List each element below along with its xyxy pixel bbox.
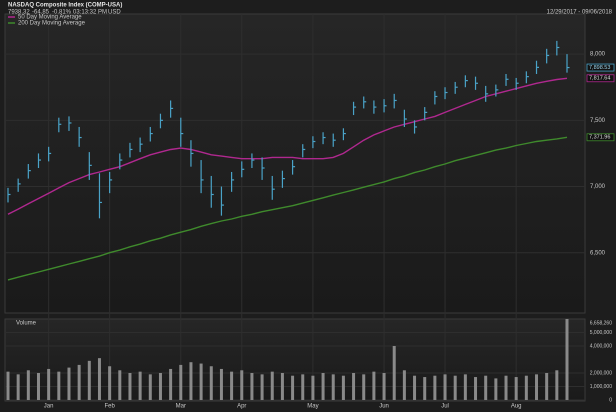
y-tick-label: 5,000,000 <box>590 330 612 336</box>
legend-label: 200 Day Moving Average <box>18 21 86 27</box>
x-tick-label: May <box>307 404 318 410</box>
volume-bar <box>169 368 173 400</box>
volume-bar <box>565 319 569 400</box>
moving-average-line <box>7 136 568 281</box>
volume-bar <box>97 358 101 400</box>
volume-bar <box>87 360 91 400</box>
volume-bars <box>6 319 569 400</box>
value-tag-label: 7,371.96 <box>589 135 610 141</box>
volume-bar <box>77 364 81 400</box>
volume-bar <box>291 375 295 400</box>
volume-bar <box>413 375 417 400</box>
x-tick-label: Mar <box>176 404 186 410</box>
volume-bar <box>138 371 142 400</box>
volume-bar <box>484 375 488 400</box>
volume-bar <box>250 373 254 400</box>
quote-currency: USD <box>108 10 121 16</box>
volume-bar <box>301 374 305 400</box>
volume-bar <box>128 373 132 400</box>
volume-bar <box>494 378 498 400</box>
volume-bar <box>148 374 152 400</box>
y-tick-label: 7,000 <box>590 184 606 190</box>
y-tick-label: 8,000 <box>590 52 606 58</box>
moving-average-line <box>7 77 568 215</box>
volume-bar <box>555 370 559 400</box>
volume-bar <box>463 374 467 400</box>
volume-bar <box>331 374 335 400</box>
x-tick-label: Jun <box>379 404 389 410</box>
volume-bar <box>443 374 447 400</box>
x-tick-label: Jan <box>44 404 54 410</box>
volume-bar <box>179 364 183 400</box>
volume-bar <box>453 375 457 400</box>
y-tick-label: 6,500 <box>590 250 606 256</box>
y-tick-label: 4,000,000 <box>590 343 612 349</box>
quote-change-pct: -0.81% <box>52 10 72 16</box>
volume-bar <box>280 373 284 400</box>
volume-bar <box>423 377 427 400</box>
value-tag-label: 7,898.53 <box>589 65 610 71</box>
quote-change: -64.85 <box>32 10 50 16</box>
quote-last: 7938.32 <box>8 10 30 16</box>
volume-bar <box>352 373 356 400</box>
volume-bar <box>372 371 376 400</box>
volume-bar <box>504 375 508 400</box>
volume-panel <box>4 318 586 402</box>
volume-bar <box>57 371 61 400</box>
volume-bar <box>514 377 518 400</box>
volume-bar <box>270 371 274 400</box>
value-tag-label: 7,817.64 <box>589 76 610 82</box>
value-tag <box>586 133 615 142</box>
price-panel <box>4 13 586 314</box>
volume-bar <box>260 374 264 400</box>
volume-bar <box>341 375 345 400</box>
volume-bar <box>199 363 203 400</box>
y-tick-label: 0 <box>609 397 612 403</box>
value-tag <box>586 74 615 83</box>
y-tick-label: 7,500 <box>590 118 606 124</box>
volume-bar <box>240 370 244 400</box>
y-tick-label: 2,000,000 <box>590 370 612 376</box>
x-tick-label: Aug <box>511 404 522 410</box>
date-range: 12/29/2017 - 09/06/2018 <box>547 10 613 16</box>
volume-bar <box>433 375 437 400</box>
volume-bar <box>118 370 122 400</box>
x-tick-label: Feb <box>104 404 115 410</box>
x-tick-label: Jul <box>441 404 449 410</box>
x-tick-label: Apr <box>237 404 246 410</box>
quote-time: 03:13:32 PM <box>73 10 107 16</box>
volume-bar <box>158 373 162 400</box>
volume-bar <box>26 370 30 400</box>
volume-bar <box>67 367 71 400</box>
volume-bar <box>36 373 40 400</box>
volume-bar <box>189 362 193 400</box>
volume-bar <box>382 373 386 400</box>
volume-bar <box>362 374 366 400</box>
volume-bar <box>230 371 234 400</box>
legend-label: 50 Day Moving Average <box>18 15 82 21</box>
volume-bar <box>545 373 549 400</box>
volume-bar <box>6 371 10 400</box>
volume-bar <box>209 366 213 400</box>
chart-title: NASDAQ Composite Index (COMP-USA) <box>8 3 122 9</box>
volume-bar <box>47 368 51 400</box>
volume-bar <box>474 377 478 400</box>
y-tick-label: 1,000,000 <box>590 384 612 390</box>
volume-bar <box>402 370 406 400</box>
volume-bar <box>524 375 528 400</box>
volume-label: Volume <box>16 321 37 327</box>
volume-bar <box>219 368 223 400</box>
value-tag <box>586 63 615 72</box>
volume-bar <box>392 346 396 400</box>
volume-bar <box>16 374 20 400</box>
volume-bar <box>108 366 112 400</box>
value-tag-label: 6,658,260 <box>590 320 612 326</box>
volume-bar <box>321 373 325 400</box>
volume-bar <box>535 374 539 400</box>
volume-bar <box>311 375 315 400</box>
